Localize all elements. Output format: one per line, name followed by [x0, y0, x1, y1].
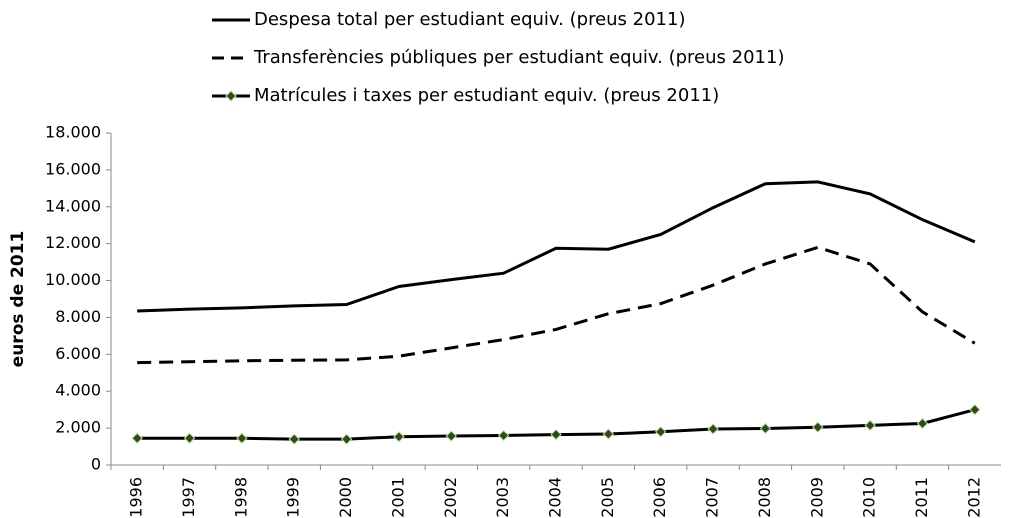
marker	[602, 428, 615, 440]
y-tick-label: 10.000	[45, 270, 101, 289]
y-tick-label: 12.000	[45, 233, 101, 252]
marker	[497, 429, 510, 442]
x-tick-label: 2003	[493, 477, 512, 518]
marker	[393, 431, 405, 443]
y-tick-label: 16.000	[45, 159, 101, 178]
legend-label: Transferències públiques per estudiant e…	[253, 47, 784, 68]
x-tick-label: 2002	[441, 477, 460, 518]
x-tick-label: 2008	[755, 477, 774, 518]
y-tick-label: 2.000	[55, 418, 101, 437]
marker	[759, 422, 772, 435]
marker	[131, 432, 143, 444]
x-tick-label: 2010	[860, 477, 879, 518]
x-tick-label: 2012	[964, 477, 983, 518]
y-tick-label: 18.000	[45, 123, 101, 142]
marker	[969, 403, 981, 416]
x-tick-label: 1998	[231, 477, 250, 518]
x-tick-label: 2011	[912, 477, 931, 518]
marker	[864, 419, 876, 432]
legend-label: Despesa total per estudiant equiv. (preu…	[254, 9, 685, 30]
line-series	[137, 245, 976, 365]
marker	[550, 428, 562, 441]
y-tick-label: 8.000	[55, 307, 101, 326]
x-tick-label: 2005	[598, 477, 617, 518]
y-axis-label: euros de 2011	[8, 231, 28, 368]
x-tick-label: 1996	[127, 477, 146, 518]
x-tick-label: 1997	[179, 477, 198, 518]
line-series	[137, 180, 976, 313]
marker	[916, 417, 929, 430]
x-tick-label: 2000	[336, 477, 355, 518]
x-tick-label: 1999	[284, 477, 303, 518]
marker	[340, 433, 353, 445]
x-tick-label: 2007	[703, 477, 722, 518]
marker	[236, 432, 248, 444]
marker	[445, 430, 458, 442]
x-tick-label: 2004	[546, 477, 565, 518]
x-tick-label: 2006	[650, 477, 669, 518]
y-tick-label: 4.000	[55, 381, 101, 400]
marker	[654, 426, 667, 438]
marker	[812, 421, 824, 433]
x-tick-label: 2001	[388, 477, 407, 518]
y-tick-label: 6.000	[55, 344, 101, 363]
x-tick-label: 2009	[807, 477, 826, 518]
legend-label: Matrícules i taxes per estudiant equiv. …	[254, 85, 719, 106]
marker	[183, 432, 196, 444]
y-tick-label: 14.000	[45, 196, 101, 215]
legend-marker	[225, 90, 237, 102]
y-tick-label: 0	[91, 455, 101, 474]
marker	[707, 423, 719, 435]
marker	[288, 433, 300, 445]
